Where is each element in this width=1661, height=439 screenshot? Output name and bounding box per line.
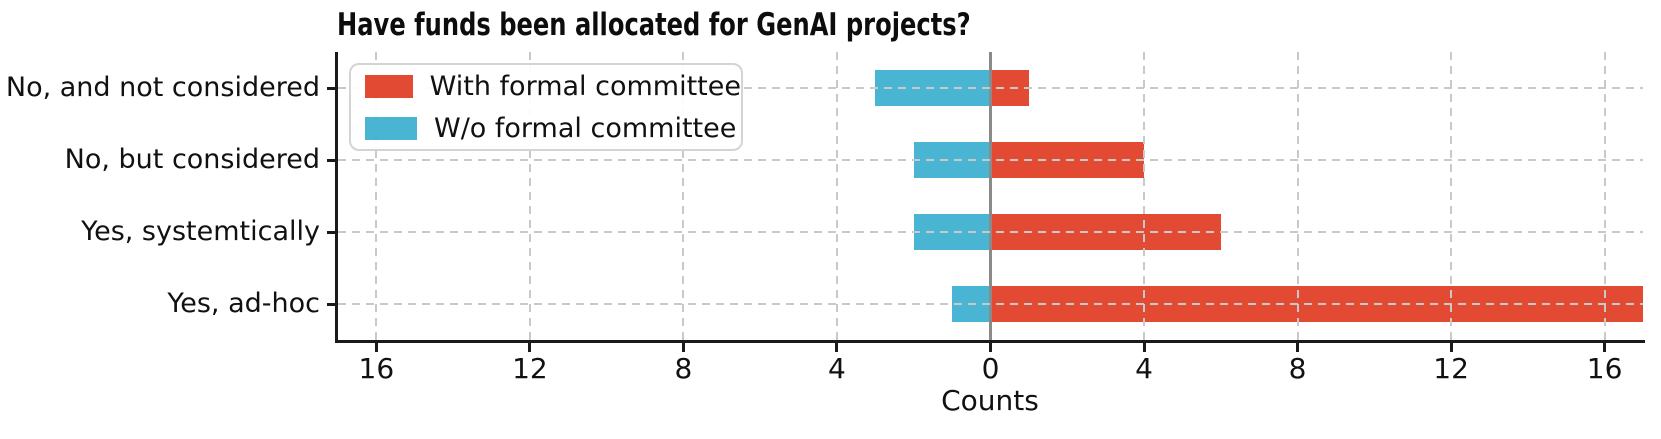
x-axis-label: Counts	[941, 384, 1039, 417]
x-tick-mark-5	[1142, 343, 1146, 352]
y-tick-mark-2	[327, 230, 337, 234]
y-tick-label-2: Yes, systemtically	[81, 216, 320, 247]
x-tick-label-5: 4	[1135, 352, 1153, 385]
y-tick-mark-3	[327, 302, 337, 306]
legend-label-without-formal-committee: W/o formal committee	[434, 112, 737, 144]
y-tick-label-0: No, and not considered	[5, 72, 320, 103]
chart-title: Have funds been allocated for GenAI proj…	[337, 7, 971, 43]
y-tick-label-3: Yes, ad-hoc	[167, 288, 320, 319]
x-tick-label-8: 16	[1586, 352, 1623, 385]
x-tick-label-1: 12	[512, 352, 548, 385]
y-tick-mark-1	[327, 158, 337, 162]
x-tick-mark-6	[1296, 343, 1300, 352]
legend-item-with-formal-committee: With formal committee	[365, 71, 741, 102]
x-tick-mark-3	[835, 343, 839, 352]
x-tick-label-6: 8	[1288, 352, 1307, 385]
gridline-x-16-left	[375, 52, 378, 340]
gridline-x-12-left	[528, 52, 531, 340]
legend: With formal committee W/o formal committ…	[349, 63, 743, 151]
legend-swatch-with-formal-committee	[365, 74, 413, 98]
x-tick-mark-4	[989, 343, 992, 352]
gridline-x-16-right	[1603, 52, 1606, 340]
y-tick-mark-0	[327, 86, 337, 90]
x-tick-label-0: 16	[358, 352, 395, 385]
y-axis-spine	[335, 52, 338, 343]
x-axis-spine	[335, 340, 1645, 343]
gridline-x-8-right	[1296, 52, 1299, 340]
x-tick-mark-0	[374, 343, 378, 352]
x-tick-mark-8	[1603, 343, 1607, 352]
zero-line	[989, 52, 992, 340]
gridline-x-12-right	[1450, 52, 1453, 340]
x-tick-label-4: 0	[981, 352, 1000, 385]
y-tick-label-1: No, but considered	[64, 144, 320, 175]
x-tick-mark-1	[528, 343, 532, 352]
x-tick-mark-2	[681, 343, 685, 352]
x-tick-label-7: 12	[1433, 352, 1469, 385]
gridline-x-4-right	[1143, 52, 1146, 340]
gridline-x-8-left	[682, 52, 685, 340]
x-tick-label-3: 4	[828, 352, 846, 385]
gridline-y-3	[338, 303, 1643, 305]
gridline-y-0	[338, 87, 1643, 89]
x-tick-label-2: 8	[674, 352, 693, 385]
gridline-y-1	[338, 159, 1643, 161]
gridline-x-4-left	[835, 52, 838, 340]
gridline-y-2	[338, 231, 1643, 233]
legend-label-with-formal-committee: With formal committee	[429, 70, 741, 102]
legend-swatch-without-formal-committee	[365, 116, 417, 140]
legend-item-without-formal-committee: W/o formal committee	[365, 113, 741, 144]
x-tick-mark-7	[1449, 343, 1453, 352]
